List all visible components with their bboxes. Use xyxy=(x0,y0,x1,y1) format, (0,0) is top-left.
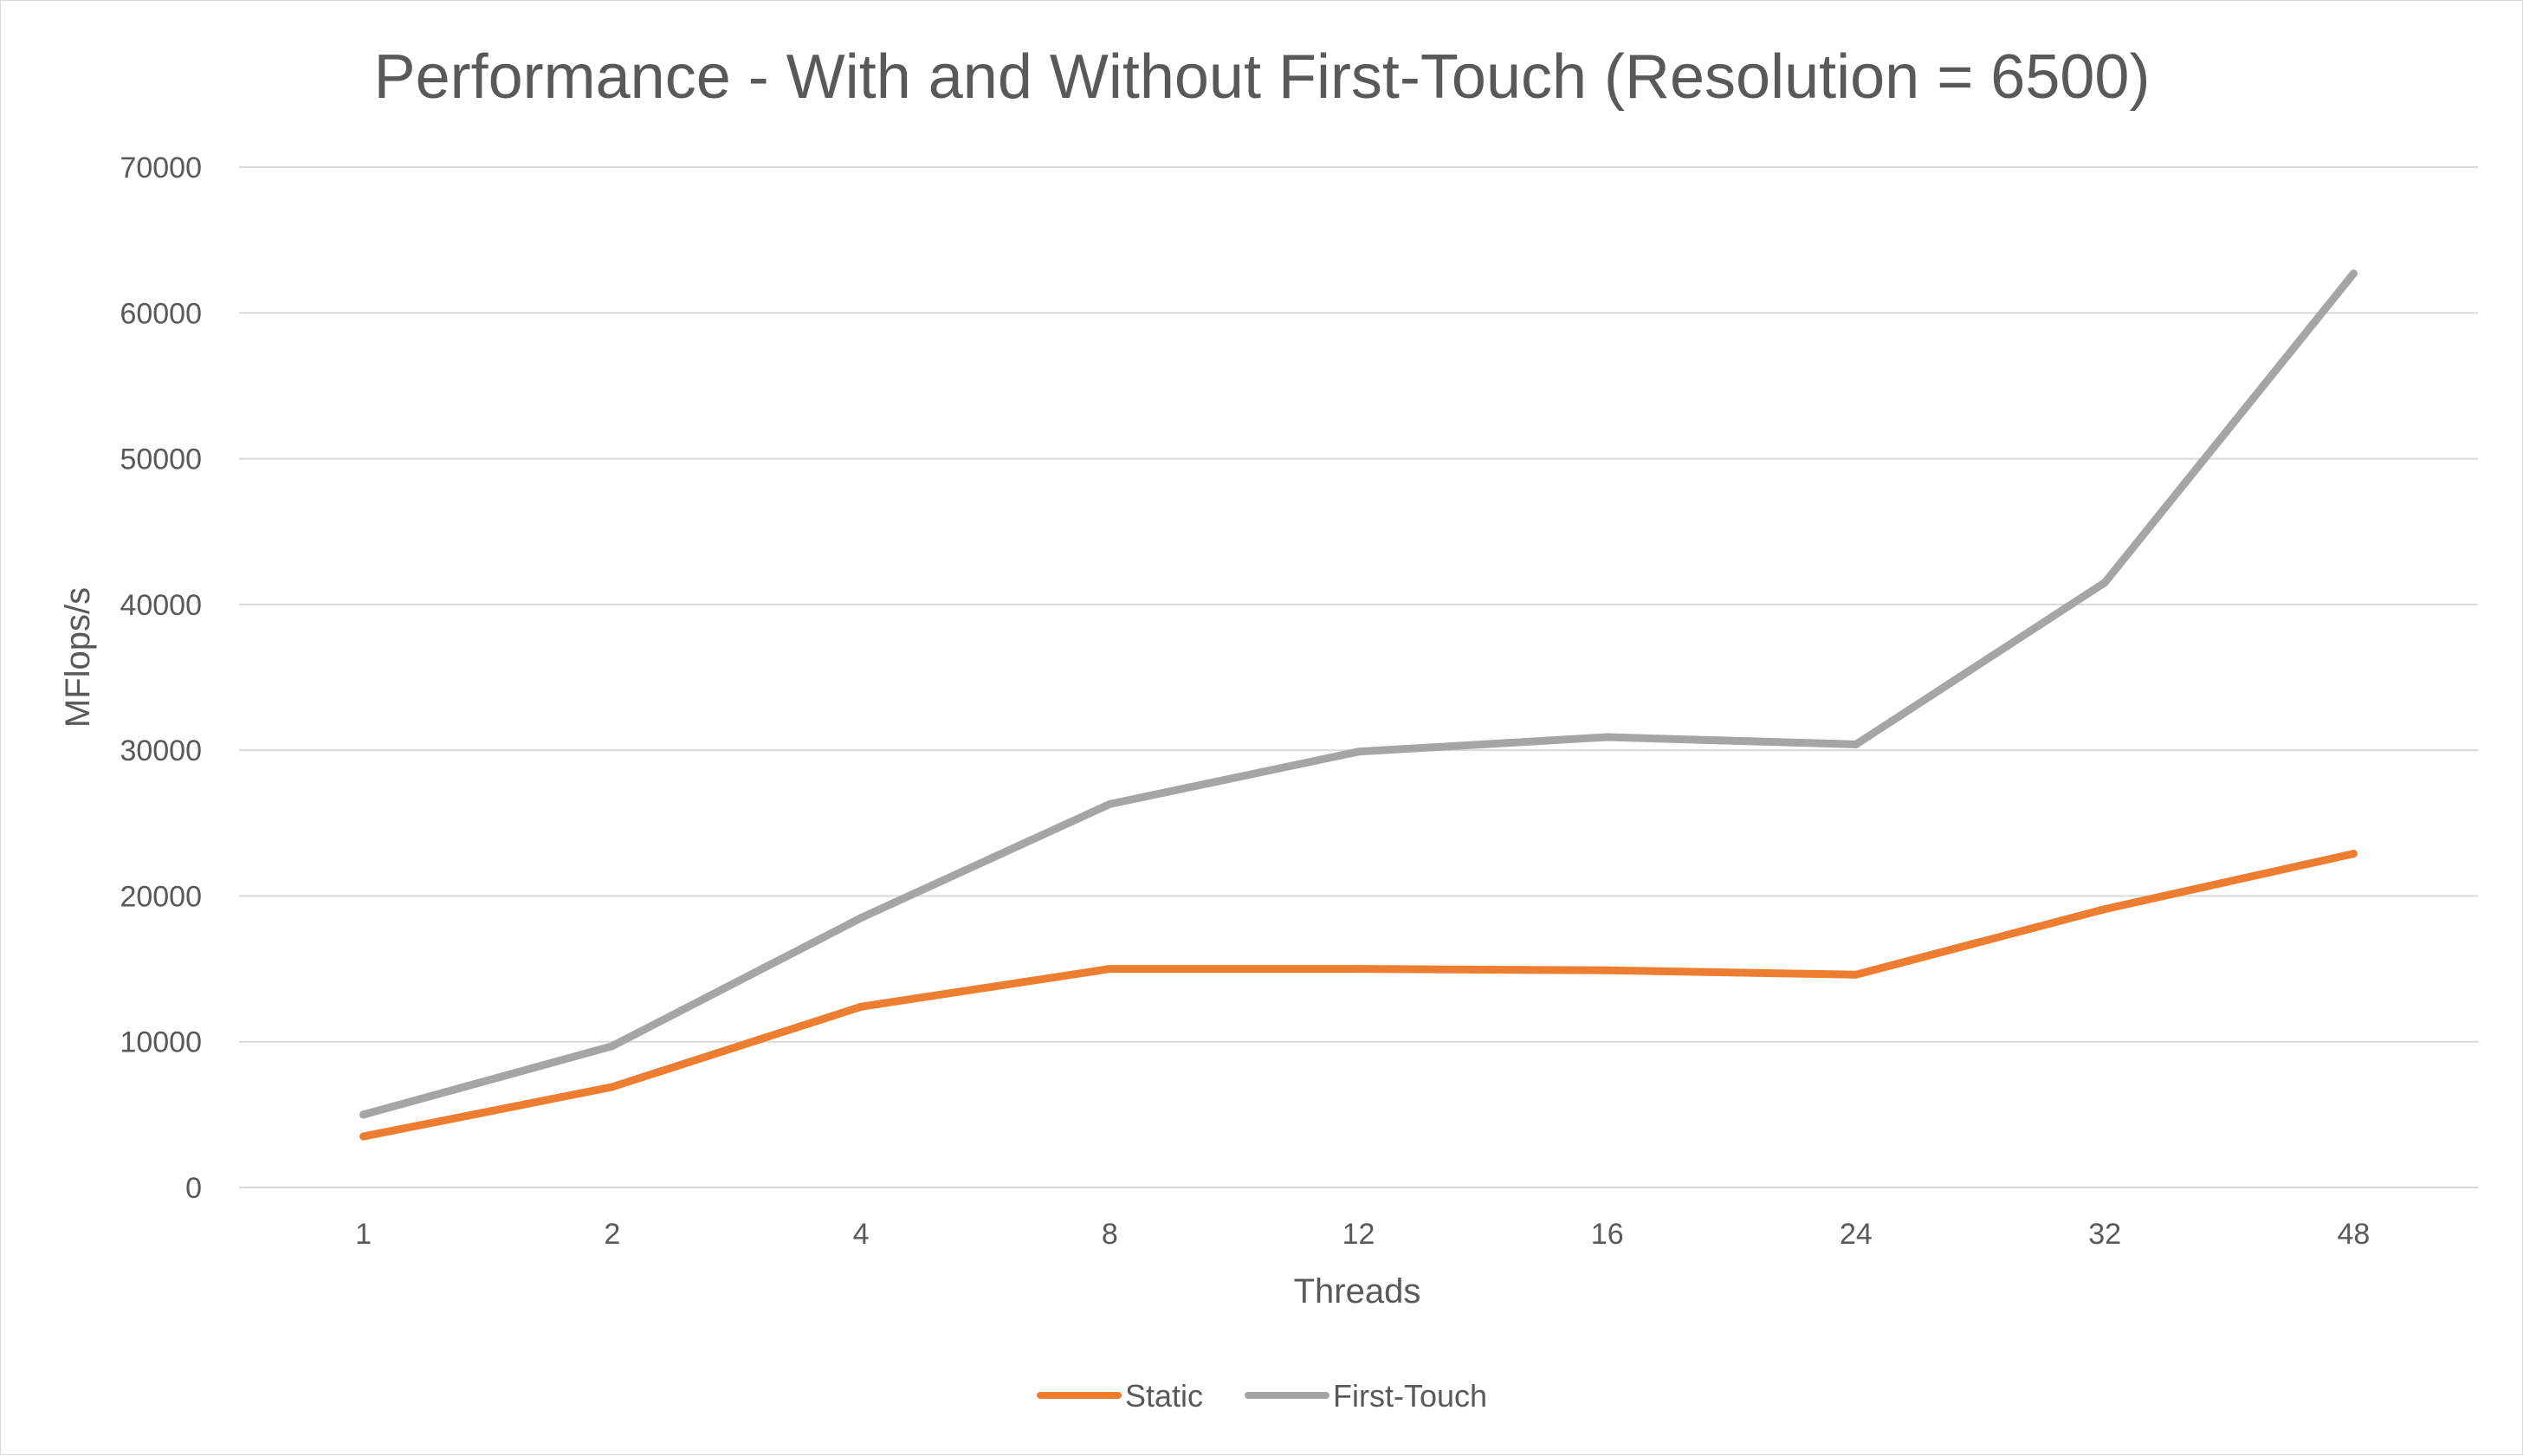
x-axis-title: Threads xyxy=(1294,1272,1421,1310)
series-line-first-touch xyxy=(359,269,2358,1119)
y-tick-label: 60000 xyxy=(120,297,202,330)
x-tick-label: 4 xyxy=(853,1218,870,1251)
x-tick-label: 32 xyxy=(2088,1218,2121,1251)
gridlines xyxy=(239,166,2478,1043)
data-point-first-touch xyxy=(2100,579,2109,587)
data-point-static xyxy=(857,1002,865,1011)
legend-label-first-touch: First-Touch xyxy=(1333,1378,1487,1414)
x-tick-label: 2 xyxy=(604,1218,620,1251)
data-point-static xyxy=(608,1083,617,1091)
y-axis-tick-labels: 0 10000 20000 30000 40000 50000 60000 70000 xyxy=(120,152,202,1205)
data-point-first-touch xyxy=(1852,740,1860,748)
y-tick-label: 0 xyxy=(185,1172,202,1205)
x-tick-label: 24 xyxy=(1840,1218,1873,1251)
data-point-first-touch xyxy=(359,1110,368,1119)
y-axis-title: MFlops/s xyxy=(59,587,97,728)
x-tick-label: 48 xyxy=(2337,1218,2370,1251)
x-tick-label: 16 xyxy=(1591,1218,1624,1251)
series-lines xyxy=(359,269,2358,1141)
data-point-first-touch xyxy=(1105,799,1114,808)
x-tick-label: 1 xyxy=(355,1218,372,1251)
data-point-first-touch xyxy=(608,1042,617,1051)
data-point-static xyxy=(1355,965,1362,974)
y-tick-label: 20000 xyxy=(120,880,202,913)
data-point-first-touch xyxy=(2349,269,2358,278)
data-point-first-touch xyxy=(1355,747,1362,756)
data-point-static xyxy=(359,1132,368,1141)
data-point-first-touch xyxy=(1603,733,1612,741)
y-tick-label: 50000 xyxy=(120,443,202,476)
chart-title: Performance - With and Without First-Tou… xyxy=(374,42,2151,112)
x-axis-tick-labels: 1 2 4 8 12 16 24 32 48 xyxy=(355,1218,2370,1251)
data-point-static xyxy=(2349,850,2358,858)
y-tick-label: 40000 xyxy=(120,589,202,622)
data-point-static xyxy=(1852,970,1860,979)
data-point-first-touch xyxy=(857,914,865,922)
x-tick-label: 8 xyxy=(1102,1218,1118,1251)
data-point-static xyxy=(2100,905,2109,914)
data-point-static xyxy=(1105,965,1114,974)
y-tick-label: 30000 xyxy=(120,734,202,767)
legend: Static First-Touch xyxy=(1037,1378,1487,1414)
data-point-static xyxy=(1603,966,1612,974)
y-tick-label: 10000 xyxy=(120,1026,202,1059)
x-tick-label: 12 xyxy=(1342,1218,1375,1251)
y-tick-label: 70000 xyxy=(120,152,202,184)
legend-label-static: Static xyxy=(1125,1378,1203,1414)
